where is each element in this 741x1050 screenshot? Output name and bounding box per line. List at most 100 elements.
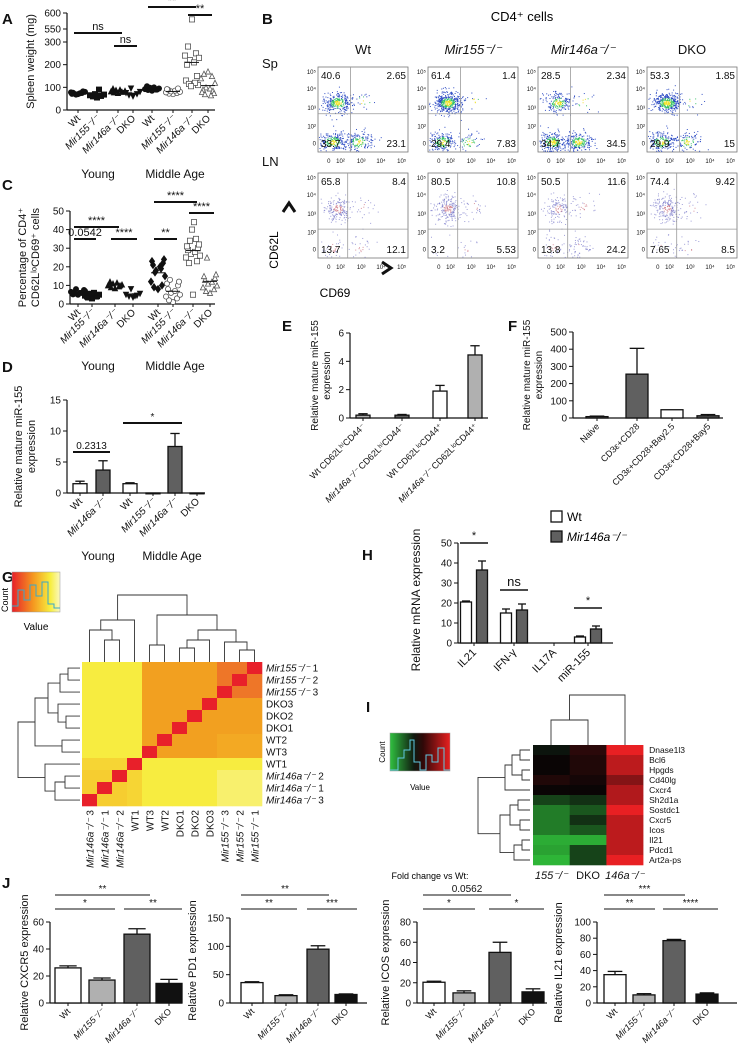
flow-event <box>358 144 360 146</box>
flow-event <box>591 138 593 140</box>
flow-event <box>553 237 555 239</box>
flow-event <box>667 218 669 220</box>
flow-event <box>359 247 361 249</box>
flow-event <box>440 103 442 105</box>
flow-event <box>675 138 677 140</box>
heatmap-g-cell <box>187 758 203 771</box>
flow-event <box>445 138 447 140</box>
flow-event <box>452 215 454 217</box>
flow-event <box>661 144 663 146</box>
flow-event <box>657 139 659 141</box>
flow-event <box>578 139 580 141</box>
flow-event <box>583 141 585 143</box>
flow-event <box>344 147 346 149</box>
flow-event <box>441 216 443 218</box>
flow-event <box>662 219 664 221</box>
heatmap-i-gene-label: Cd40lg <box>649 775 676 785</box>
flow-event <box>649 141 651 143</box>
flow-event <box>580 206 582 208</box>
flow-event <box>568 108 570 110</box>
flow-event <box>324 207 326 209</box>
flow-event <box>658 99 660 101</box>
flow-event <box>542 101 544 103</box>
flow-event <box>347 136 349 138</box>
flow-event <box>334 147 336 149</box>
flow-event <box>443 198 445 200</box>
flow-event <box>454 107 456 109</box>
flow-event <box>370 135 372 137</box>
flow-event <box>444 207 446 209</box>
flow-event <box>338 141 340 143</box>
flow-event <box>671 108 673 110</box>
flow-event <box>664 222 666 224</box>
flow-event <box>439 203 441 205</box>
flow-event <box>451 92 453 94</box>
flow-event <box>340 209 342 211</box>
flow-event <box>544 141 546 143</box>
flow-event <box>334 137 336 139</box>
flow-event <box>655 103 657 105</box>
quadrant-ul-value: 74.4 <box>650 177 670 188</box>
flow-event <box>466 143 468 145</box>
flow-y-tick-label: 10² <box>527 231 536 237</box>
flow-event <box>441 92 443 94</box>
flow-event <box>328 135 330 137</box>
flow-event <box>450 210 452 212</box>
flow-event <box>660 211 662 213</box>
flow-event <box>344 101 346 103</box>
flow-event <box>445 210 447 212</box>
flow-event <box>574 95 576 97</box>
flow-event <box>684 250 686 252</box>
flow-event <box>553 110 555 112</box>
flow-event <box>551 134 553 136</box>
data-point <box>136 88 144 96</box>
bar <box>72 483 88 494</box>
flow-event <box>667 220 669 222</box>
flow-event <box>362 100 364 102</box>
flow-event <box>431 109 433 111</box>
flow-x-tick-label: 10⁴ <box>376 264 386 271</box>
flow-event <box>553 139 555 141</box>
flow-event <box>453 102 455 104</box>
flow-event <box>554 147 556 149</box>
flow-event <box>454 99 456 101</box>
flow-event <box>662 133 664 135</box>
flow-event <box>325 141 327 143</box>
heatmap-g-cell <box>127 758 143 771</box>
flow-event <box>668 140 670 142</box>
flow-event <box>539 145 541 147</box>
flow-event <box>563 141 565 143</box>
flow-event <box>444 108 446 110</box>
flow-event <box>682 134 684 136</box>
flow-event <box>561 106 563 108</box>
flow-event <box>339 213 341 215</box>
flow-event <box>446 106 448 108</box>
flow-event <box>452 196 454 198</box>
flow-event <box>582 102 584 104</box>
flow-event <box>548 103 550 105</box>
flow-event <box>548 143 550 145</box>
flow-event <box>661 102 663 104</box>
flow-event <box>432 134 434 136</box>
flow-event <box>469 144 471 146</box>
flow-event <box>668 208 670 210</box>
flow-event <box>579 142 581 144</box>
flow-event <box>656 202 658 204</box>
flow-event <box>336 247 338 249</box>
quadrant-lr-value: 34.5 <box>607 139 627 150</box>
heatmap-g-cell <box>217 698 233 711</box>
flow-event <box>592 247 594 249</box>
flow-event <box>429 104 431 106</box>
flow-event <box>556 149 558 151</box>
heatmap-g-cell <box>247 758 263 771</box>
significance-label: ** <box>281 884 289 895</box>
quadrant-ul-value: 50.5 <box>541 177 561 188</box>
flow-event <box>340 105 342 107</box>
flow-event <box>559 145 561 147</box>
flow-event <box>561 101 563 103</box>
flow-event <box>329 204 331 206</box>
flow-event <box>338 99 340 101</box>
flow-event <box>664 98 666 100</box>
flow-event <box>450 103 452 105</box>
flow-event <box>444 99 446 101</box>
